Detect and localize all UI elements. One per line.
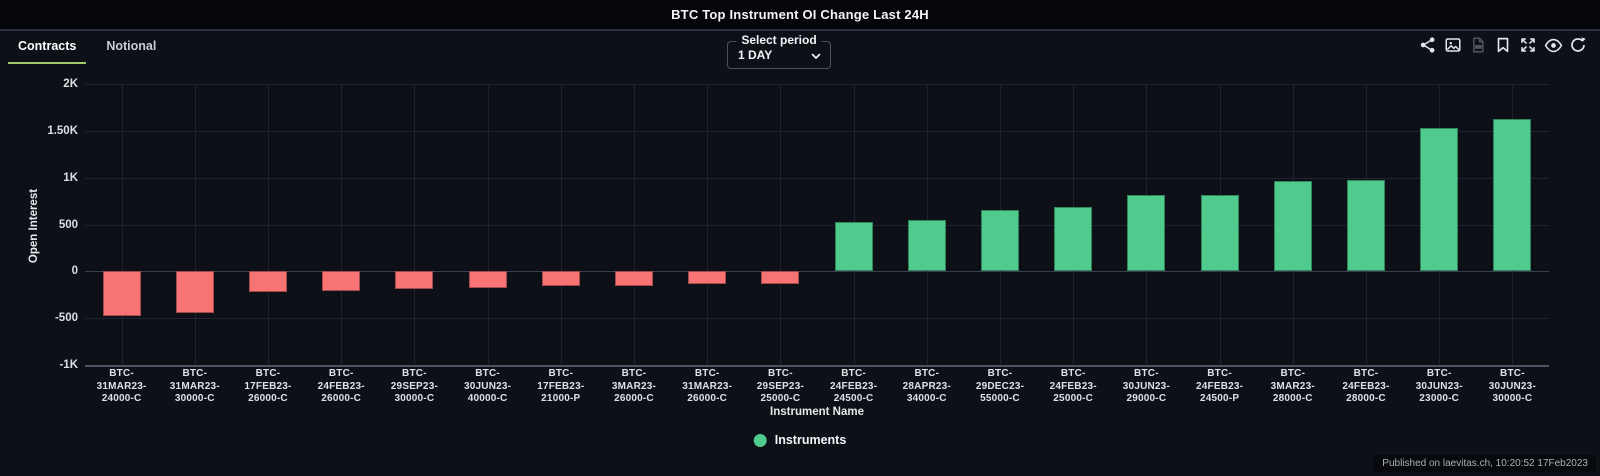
x-gridline bbox=[560, 84, 562, 365]
x-tick-label: BTC- 24FEB23- 28000-C bbox=[1342, 368, 1390, 404]
bar[interactable] bbox=[1054, 206, 1093, 272]
x-tick-label: BTC- 31MAR23- 24000-C bbox=[96, 368, 147, 404]
y-tick-label: -1K bbox=[59, 359, 78, 371]
y-tick-label: 500 bbox=[58, 218, 78, 231]
csv-export-icon[interactable] bbox=[1468, 35, 1488, 55]
y-gridline bbox=[85, 224, 1549, 226]
bar[interactable] bbox=[322, 271, 361, 291]
legend-item-instruments[interactable]: Instruments bbox=[753, 433, 847, 447]
y-gridline bbox=[85, 318, 1549, 320]
title-bar: BTC Top Instrument OI Change Last 24H bbox=[0, 0, 1600, 31]
bar[interactable] bbox=[395, 271, 434, 289]
legend-label: Instruments bbox=[774, 433, 847, 447]
x-gridline bbox=[780, 84, 782, 365]
y-tick-label: 2K bbox=[63, 78, 78, 90]
bar[interactable] bbox=[1273, 180, 1312, 272]
x-tick-label: BTC- 24FEB23- 24500-C bbox=[830, 368, 878, 404]
bar[interactable] bbox=[541, 271, 580, 287]
period-select-value: 1 DAY bbox=[738, 48, 773, 62]
y-gridline bbox=[85, 271, 1549, 273]
bar[interactable] bbox=[175, 271, 214, 314]
x-tick-label: BTC- 30JUN23- 40000-C bbox=[464, 368, 512, 404]
bar[interactable] bbox=[102, 271, 141, 317]
y-axis-title: Open Interest bbox=[28, 188, 40, 264]
x-tick-label: BTC- 28APR23- 34000-C bbox=[902, 368, 951, 404]
y-gridline bbox=[85, 130, 1549, 132]
tab-contracts[interactable]: Contracts bbox=[8, 31, 87, 64]
tab-bar: Contracts Notional bbox=[8, 31, 166, 64]
x-tick-label: BTC- 31MAR23- 26000-C bbox=[682, 368, 733, 404]
x-gridline bbox=[194, 84, 196, 365]
bar[interactable] bbox=[1200, 194, 1239, 272]
y-tick-label: -500 bbox=[54, 312, 78, 325]
bar[interactable] bbox=[981, 210, 1019, 272]
bar[interactable] bbox=[249, 271, 287, 292]
share-icon[interactable] bbox=[1418, 35, 1438, 55]
image-export-icon[interactable] bbox=[1443, 35, 1463, 55]
bar[interactable] bbox=[834, 221, 873, 272]
visibility-icon[interactable] bbox=[1543, 35, 1563, 55]
bar[interactable] bbox=[761, 271, 800, 284]
chevron-down-icon bbox=[810, 49, 822, 61]
y-gridline bbox=[85, 365, 1549, 367]
x-gridline bbox=[121, 84, 123, 365]
x-tick-label: BTC- 24FEB23- 24500-P bbox=[1196, 368, 1244, 404]
x-gridline bbox=[341, 84, 343, 365]
x-tick-label: BTC- 31MAR23- 30000-C bbox=[169, 368, 220, 404]
x-tick-label: BTC- 29SEP23- 30000-C bbox=[390, 368, 438, 404]
x-tick-label: BTC- 30JUN23- 23000-C bbox=[1415, 368, 1463, 404]
bar[interactable] bbox=[1127, 195, 1166, 272]
bar[interactable] bbox=[615, 271, 653, 286]
bar[interactable] bbox=[1493, 118, 1532, 272]
x-tick-label: BTC- 3MAR23- 28000-C bbox=[1270, 368, 1315, 404]
tab-contracts-label: Contracts bbox=[18, 39, 77, 53]
bar[interactable] bbox=[688, 271, 727, 285]
x-tick-label: BTC- 24FEB23- 25000-C bbox=[1049, 368, 1097, 404]
y-gridline bbox=[85, 177, 1549, 179]
bar[interactable] bbox=[468, 271, 507, 289]
x-tick-label: BTC- 24FEB23- 26000-C bbox=[317, 368, 365, 404]
x-gridline bbox=[268, 84, 269, 365]
chart-toolbar bbox=[1418, 35, 1588, 55]
period-select-label: Select period bbox=[736, 33, 822, 47]
bar[interactable] bbox=[1420, 128, 1459, 272]
period-select[interactable]: Select period 1 DAY bbox=[727, 33, 831, 69]
fullscreen-icon[interactable] bbox=[1518, 35, 1538, 55]
bookmark-icon[interactable] bbox=[1493, 35, 1513, 55]
x-gridline bbox=[707, 84, 709, 365]
bar[interactable] bbox=[907, 220, 946, 272]
tab-notional[interactable]: Notional bbox=[96, 31, 166, 64]
x-tick-label: BTC- 3MAR23- 26000-C bbox=[611, 368, 657, 404]
published-attribution: Published on laevitas.ch, 10:20:52 17Feb… bbox=[1374, 455, 1596, 472]
page-title: BTC Top Instrument OI Change Last 24H bbox=[671, 7, 929, 22]
x-tick-label: BTC- 29DEC23- 55000-C bbox=[975, 368, 1025, 404]
y-gridline bbox=[85, 84, 1549, 85]
x-gridline bbox=[414, 84, 416, 365]
x-gridline bbox=[487, 84, 489, 365]
x-tick-label: BTC- 17FEB23- 26000-C bbox=[244, 368, 292, 404]
y-tick-label: 1.50K bbox=[47, 124, 78, 137]
tab-notional-label: Notional bbox=[106, 39, 157, 53]
legend-dot-icon bbox=[753, 433, 767, 447]
x-axis-title: Instrument Name bbox=[770, 406, 864, 418]
x-tick-label: BTC- 30JUN23- 29000-C bbox=[1122, 368, 1170, 404]
x-gridline bbox=[634, 84, 635, 365]
refresh-icon[interactable] bbox=[1568, 35, 1588, 55]
bar[interactable] bbox=[1347, 180, 1385, 272]
x-tick-label: BTC- 29SEP23- 25000-C bbox=[756, 368, 804, 404]
y-tick-label: 1K bbox=[63, 171, 78, 184]
y-tick-label: 0 bbox=[71, 265, 78, 278]
x-tick-label: BTC- 17FEB23- 21000-P bbox=[537, 368, 585, 404]
x-tick-label: BTC- 30JUN23- 30000-C bbox=[1488, 368, 1536, 404]
